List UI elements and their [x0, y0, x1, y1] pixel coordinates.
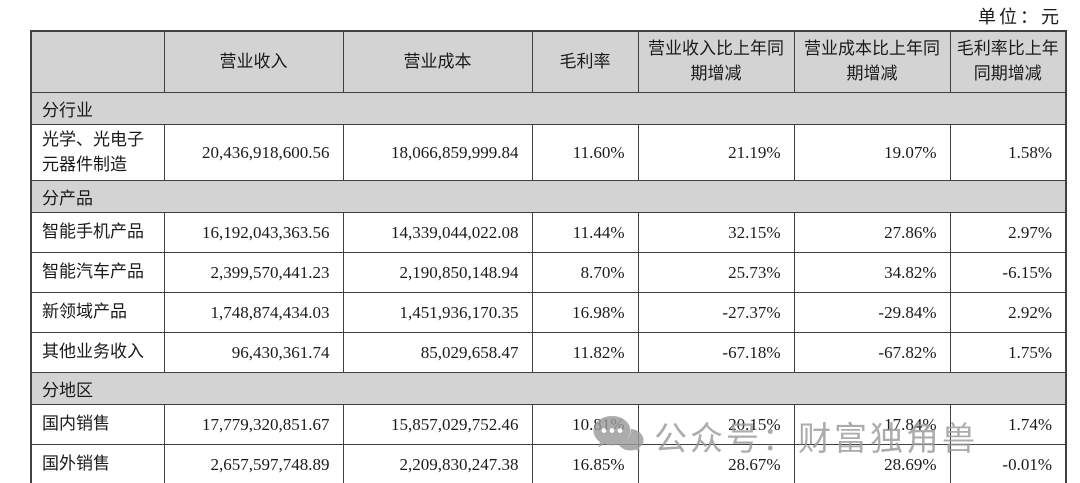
- section-row: 分行业: [30, 92, 1067, 125]
- value-cell-1: 18,066,859,999.84: [342, 123, 533, 182]
- value-cell-5: -6.15%: [949, 252, 1067, 294]
- table-row: 新领域产品 1,748,874,434.03 1,451,936,170.35 16.…: [30, 292, 1067, 334]
- section-row: 分产品: [30, 180, 1067, 214]
- value-cell-2: 8.70%: [531, 252, 639, 294]
- value-cell-0: 17,779,320,851.67: [163, 404, 344, 446]
- value-cell-4: 19.07%: [793, 123, 951, 182]
- value-cell-4: 27.86%: [793, 212, 951, 254]
- value-cell-3: 21.19%: [637, 123, 795, 182]
- column-header-3: 毛利率: [531, 30, 639, 93]
- row-label: 其他业务收入: [30, 332, 165, 374]
- table-row: 光学、光电子元器件制造 20,436,918,600.56 18,066,859,9…: [30, 123, 1067, 182]
- value-cell-0: 16,192,043,363.56: [163, 212, 344, 254]
- value-cell-1: 15,857,029,752.46: [342, 404, 533, 446]
- value-cell-5: -0.01%: [949, 444, 1067, 483]
- value-cell-1: 1,451,936,170.35: [342, 292, 533, 334]
- value-cell-1: 2,209,830,247.38: [342, 444, 533, 483]
- row-label: 国外销售: [30, 444, 165, 483]
- table-header: 营业收入 营业成本 毛利率 营业收入比上年同期增减 营业成本比上年同期增减 毛利率比上年同…: [30, 30, 1067, 93]
- value-cell-2: 16.98%: [531, 292, 639, 334]
- header-row: 营业收入 营业成本 毛利率 营业收入比上年同期增减 营业成本比上年同期增减 毛利率比上年同…: [30, 30, 1067, 93]
- value-cell-3: 32.15%: [637, 212, 795, 254]
- column-header-6: 毛利率比上年同期增减: [949, 30, 1067, 93]
- section-label: 分行业: [30, 92, 1067, 125]
- row-label: 光学、光电子元器件制造: [30, 123, 165, 182]
- value-cell-4: 28.69%: [793, 444, 951, 483]
- value-cell-3: 20.15%: [637, 404, 795, 446]
- value-cell-4: -29.84%: [793, 292, 951, 334]
- value-cell-3: -27.37%: [637, 292, 795, 334]
- value-cell-2: 11.82%: [531, 332, 639, 374]
- column-header-4: 营业收入比上年同期增减: [637, 30, 795, 93]
- row-label: 新领域产品: [30, 292, 165, 334]
- value-cell-1: 85,029,658.47: [342, 332, 533, 374]
- row-label: 国内销售: [30, 404, 165, 446]
- value-cell-0: 2,657,597,748.89: [163, 444, 344, 483]
- value-cell-0: 96,430,361.74: [163, 332, 344, 374]
- table-body: 分行业 光学、光电子元器件制造 20,436,918,600.56 18,066,85…: [30, 92, 1067, 483]
- unit-label: 单位：元: [978, 7, 1062, 27]
- table-row: 智能手机产品 16,192,043,363.56 14,339,044,022.08…: [30, 212, 1067, 254]
- value-cell-4: 17.84%: [793, 404, 951, 446]
- table-row: 其他业务收入 96,430,361.74 85,029,658.47 11.82% -6…: [30, 332, 1067, 374]
- column-header-2: 营业成本: [342, 30, 533, 93]
- value-cell-4: 34.82%: [793, 252, 951, 294]
- row-label: 智能手机产品: [30, 212, 165, 254]
- value-cell-1: 2,190,850,148.94: [342, 252, 533, 294]
- value-cell-5: 1.75%: [949, 332, 1067, 374]
- value-cell-5: 1.74%: [949, 404, 1067, 446]
- value-cell-5: 1.58%: [949, 123, 1067, 182]
- value-cell-2: 10.81%: [531, 404, 639, 446]
- table-row: 国外销售 2,657,597,748.89 2,209,830,247.38 16.8…: [30, 444, 1067, 483]
- table-row: 智能汽车产品 2,399,570,441.23 2,190,850,148.94 8.…: [30, 252, 1067, 294]
- section-label: 分地区: [30, 372, 1067, 406]
- value-cell-0: 1,748,874,434.03: [163, 292, 344, 334]
- value-cell-3: 28.67%: [637, 444, 795, 483]
- value-cell-5: 2.97%: [949, 212, 1067, 254]
- column-header-5: 营业成本比上年同期增减: [793, 30, 951, 93]
- section-row: 分地区: [30, 372, 1067, 406]
- value-cell-0: 2,399,570,441.23: [163, 252, 344, 294]
- value-cell-3: -67.18%: [637, 332, 795, 374]
- section-label: 分产品: [30, 180, 1067, 214]
- value-cell-4: -67.82%: [793, 332, 951, 374]
- column-header-0: [30, 30, 165, 93]
- value-cell-2: 16.85%: [531, 444, 639, 483]
- segment-table: 营业收入 营业成本 毛利率 营业收入比上年同期增减 营业成本比上年同期增减 毛利率比上年同…: [30, 30, 1067, 483]
- value-cell-0: 20,436,918,600.56: [163, 123, 344, 182]
- financial-table: 营业收入 营业成本 毛利率 营业收入比上年同期增减 营业成本比上年同期增减 毛利率比上年同…: [30, 30, 1067, 483]
- value-cell-2: 11.60%: [531, 123, 639, 182]
- table-row: 国内销售 17,779,320,851.67 15,857,029,752.46 10…: [30, 404, 1067, 446]
- value-cell-5: 2.92%: [949, 292, 1067, 334]
- value-cell-2: 11.44%: [531, 212, 639, 254]
- column-header-1: 营业收入: [163, 30, 344, 93]
- row-label: 智能汽车产品: [30, 252, 165, 294]
- value-cell-3: 25.73%: [637, 252, 795, 294]
- value-cell-1: 14,339,044,022.08: [342, 212, 533, 254]
